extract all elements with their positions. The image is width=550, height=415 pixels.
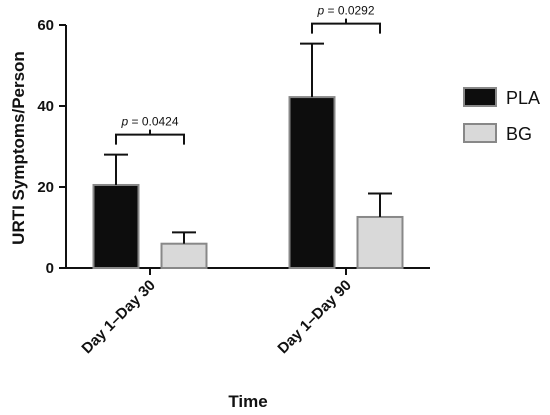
p-value-label: p = 0.0424 <box>120 115 178 129</box>
bar-pla-1 <box>288 96 336 269</box>
x-tick-label: Day 1–Day 90 <box>274 277 354 357</box>
bar-bg-1 <box>356 215 404 269</box>
legend-label: BG <box>506 124 532 144</box>
legend-swatch <box>463 87 497 107</box>
p-symbol: p <box>120 115 128 129</box>
bracket-line <box>115 133 185 145</box>
x-tick-label: Day 1–Day 30 <box>78 277 158 357</box>
y-axis-title: URTI Symptoms/Person <box>9 51 28 245</box>
significance-bracket-0: p = 0.0424 <box>115 115 185 145</box>
y-tick-label: 20 <box>37 179 54 196</box>
legend-swatch <box>463 123 497 143</box>
p-symbol: p <box>316 4 324 18</box>
y-tick-label: 60 <box>37 17 54 34</box>
p-value: = 0.0292 <box>324 4 375 18</box>
y-tick-label: 40 <box>37 98 54 115</box>
legend-label: PLA <box>506 88 540 108</box>
bar-bg-0 <box>160 242 208 269</box>
p-value-label: p = 0.0292 <box>316 4 374 18</box>
legend-item-bg: BG <box>463 123 532 144</box>
bracket-line <box>311 22 381 34</box>
x-axis-title: Time <box>228 392 267 411</box>
p-value: = 0.0424 <box>128 115 179 129</box>
legend-item-pla: PLA <box>463 87 540 108</box>
significance-bracket-1: p = 0.0292 <box>311 4 381 34</box>
y-tick-label: 0 <box>46 260 54 277</box>
bar-pla-0 <box>92 183 140 270</box>
